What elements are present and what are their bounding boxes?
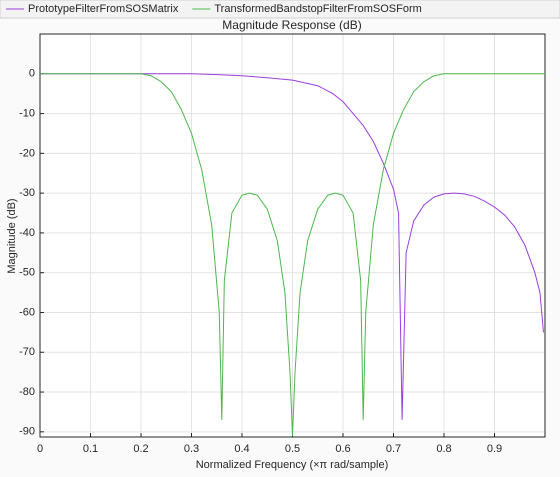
chart-title: Magnitude Response (dB) — [222, 18, 361, 32]
y-tick-label: -50 — [19, 267, 35, 279]
y-tick-label: -80 — [19, 386, 35, 398]
x-axis-label: Normalized Frequency (×π rad/sample) — [196, 459, 389, 471]
y-tick-label: -40 — [19, 227, 35, 239]
x-tick-label: 0.5 — [285, 443, 300, 455]
series-line — [40, 73, 545, 436]
x-tick-label: 0 — [37, 443, 43, 455]
x-tick-label: 0.1 — [83, 443, 98, 455]
x-tick-label: 0.6 — [335, 443, 350, 455]
y-tick-label: -20 — [19, 147, 35, 159]
y-tick-label: -10 — [19, 107, 35, 119]
axes-box — [39, 33, 546, 438]
y-tick-label: -30 — [19, 187, 35, 199]
x-tick-label: 0.9 — [487, 443, 502, 455]
legend-bar — [0, 0, 560, 19]
legend-label: PrototypeFilterFromSOSMatrix — [28, 3, 179, 15]
y-tick-label: 0 — [29, 68, 35, 80]
series-group — [40, 73, 545, 436]
legend-label: TransformedBandstopFilterFromSOSForm — [214, 3, 421, 15]
y-axis-label: Magnitude (dB) — [6, 198, 18, 273]
y-tick-label: -70 — [19, 346, 35, 358]
series-line — [40, 73, 544, 420]
x-tick-label: 0.7 — [386, 443, 401, 455]
x-tick-label: 0.4 — [234, 443, 249, 455]
y-tick-label: -90 — [19, 426, 35, 438]
y-tick-label: -60 — [19, 306, 35, 318]
x-tick-label: 0.2 — [133, 443, 148, 455]
x-tick-label: 0.8 — [436, 443, 451, 455]
x-tick-label: 0.3 — [184, 443, 199, 455]
